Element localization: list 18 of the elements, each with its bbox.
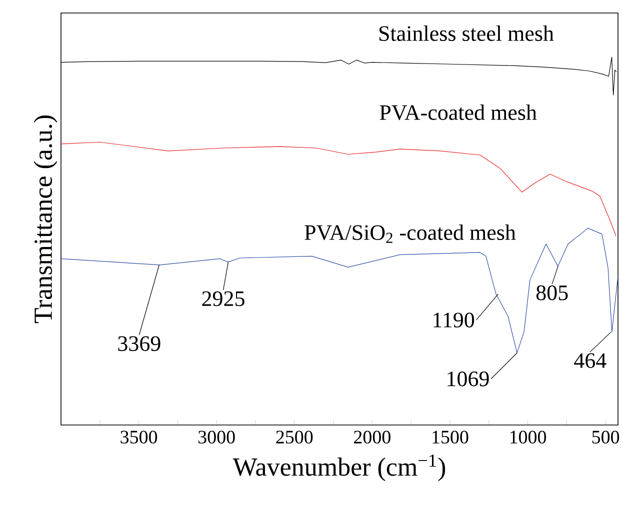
annotation: 464 bbox=[574, 353, 606, 368]
x-tick-label: 1000 bbox=[510, 430, 546, 444]
x-tick-label: 3000 bbox=[198, 430, 235, 444]
x-tick-label: 500 bbox=[592, 430, 620, 444]
annotation: 3369 bbox=[118, 336, 160, 352]
x-tick-label: 2000 bbox=[354, 430, 390, 444]
annotation: 1190 bbox=[434, 312, 474, 328]
series-label: PVA/SiO$_{2}$ -coated mesh bbox=[304, 224, 516, 243]
annotation: 805 bbox=[536, 285, 568, 300]
annotation: 1069 bbox=[448, 371, 489, 386]
x-tick-label: 1500 bbox=[432, 430, 468, 444]
series-label: PVA-coated mesh bbox=[380, 104, 537, 120]
x-tick-label: 2500 bbox=[276, 430, 313, 444]
x-tick-label: 3500 bbox=[120, 430, 158, 444]
annotation: 2925 bbox=[202, 291, 244, 306]
x-axis-title: Wavenumber (cm$^{−1}$) bbox=[232, 454, 446, 482]
y-axis-title: Transmittance (a.u.) bbox=[34, 116, 58, 324]
series-label: Stainless steel mesh bbox=[379, 25, 554, 41]
